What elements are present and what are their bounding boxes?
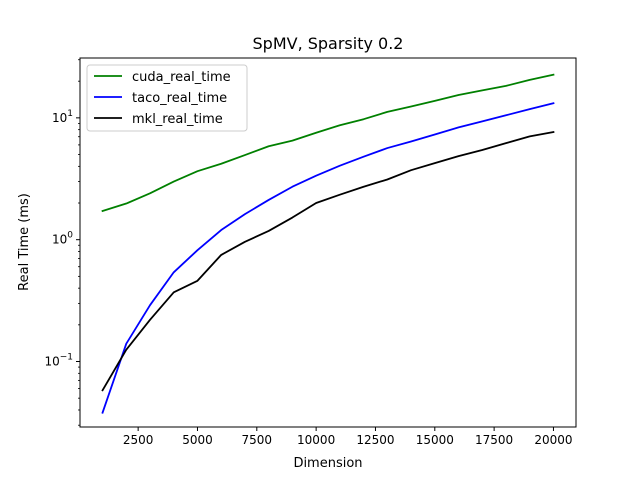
legend: cuda_real_time taco_real_time mkl_real_tim…	[86, 64, 248, 132]
y-tick-label: 10−1	[44, 353, 73, 369]
x-tick-label: 10000	[297, 433, 335, 447]
y-axis-label: Real Time (ms)	[17, 193, 32, 291]
legend-box	[86, 64, 248, 132]
x-axis-ticks: 2500 5000 7500 10000 12500 15000 17500 20000	[123, 427, 573, 447]
series-line-mkl_real_time	[101, 130, 555, 392]
x-tick-label: 5000	[182, 433, 213, 447]
legend-label: mkl_real_time	[132, 112, 223, 127]
x-tick-label: 15000	[416, 433, 454, 447]
x-tick-label: 12500	[356, 433, 394, 447]
x-tick-label: 20000	[534, 433, 572, 447]
x-tick-label: 7500	[242, 433, 273, 447]
x-tick-label: 2500	[123, 433, 154, 447]
plot-frame	[79, 57, 577, 428]
y-tick-label: 101	[52, 109, 73, 125]
x-axis-label: Dimension	[293, 456, 362, 471]
y-axis-ticks: 10−1 100 101	[44, 59, 80, 426]
x-tick-label: 17500	[475, 433, 513, 447]
legend-label: cuda_real_time	[132, 70, 231, 85]
chart-title: SpMV, Sparsity 0.2	[253, 34, 404, 53]
series-line-taco_real_time	[101, 102, 555, 414]
plot-lines	[101, 73, 555, 414]
y-tick-label: 100	[52, 231, 73, 247]
series-line-cuda_real_time	[101, 73, 555, 213]
legend-label: taco_real_time	[132, 91, 227, 106]
